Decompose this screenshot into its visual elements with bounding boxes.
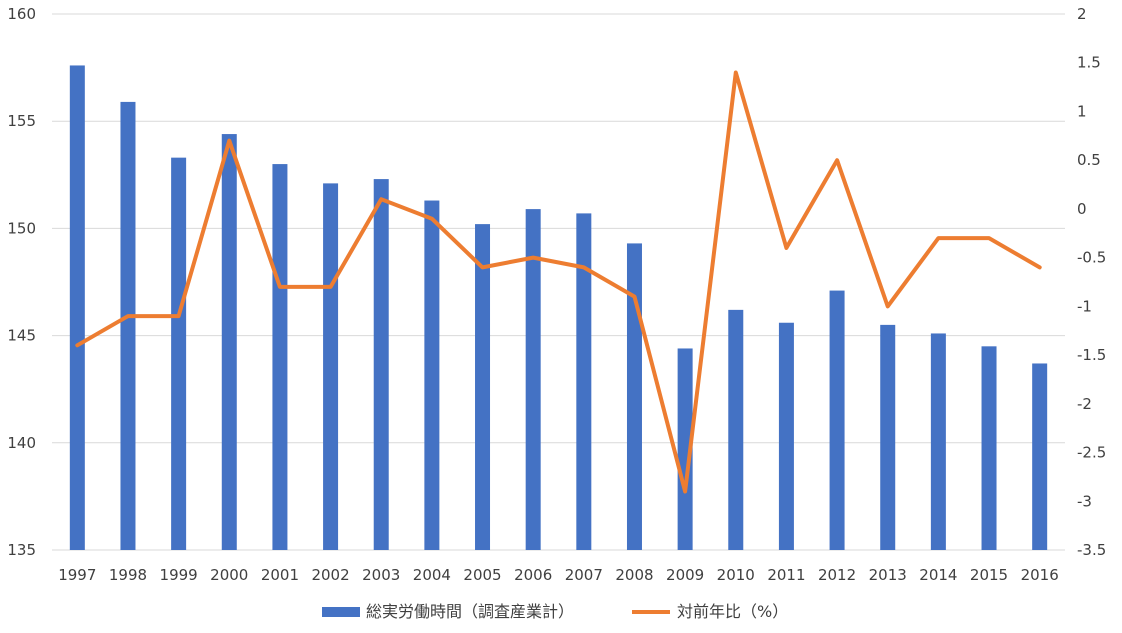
legend: 総実労働時間（調査産業計） 対前年比（%）: [322, 602, 788, 621]
right-axis-ticks: -3.5 -3 -2.5 -2 -1.5 -1 -0.5 0 0.5 1 1.5 2: [1077, 5, 1106, 559]
left-tick-label: 150: [7, 219, 36, 237]
legend-bar-swatch: [322, 607, 360, 617]
x-tick-label: 2016: [1021, 566, 1059, 584]
bar: [1032, 363, 1048, 550]
x-tick-label: 2007: [565, 566, 603, 584]
bar: [323, 183, 339, 550]
bar: [626, 243, 642, 550]
line-series: [75, 70, 1042, 494]
x-tick-label: 2004: [413, 566, 451, 584]
bar: [120, 101, 136, 551]
x-tick-label: 2003: [362, 566, 400, 584]
right-tick-label: 0.5: [1077, 151, 1101, 169]
right-tick-label: -3.5: [1077, 541, 1106, 559]
x-tick-label: 2011: [767, 566, 805, 584]
bar: [525, 209, 541, 550]
x-tick-label: 1997: [58, 566, 96, 584]
x-tick-label: 2005: [463, 566, 501, 584]
legend-line-label: 対前年比（%）: [677, 602, 788, 621]
right-tick-label: 2: [1077, 5, 1087, 23]
bar: [373, 179, 389, 550]
x-tick-label: 2008: [615, 566, 653, 584]
bar: [930, 333, 946, 550]
right-tick-label: -1.5: [1077, 346, 1106, 364]
bar: [880, 324, 896, 550]
x-axis-ticks: 1997 1998 1999 2000 2001 2002 2003 2004 2005 2006…: [58, 566, 1059, 584]
legend-bar-label: 総実労働時間（調査産業計）: [366, 602, 574, 621]
bar: [475, 224, 491, 550]
x-tick-label: 2015: [970, 566, 1008, 584]
bar: [778, 322, 794, 550]
x-tick-label: 2009: [666, 566, 704, 584]
x-tick-label: 2014: [919, 566, 957, 584]
x-tick-label: 2002: [311, 566, 349, 584]
left-tick-label: 135: [7, 541, 36, 559]
left-axis-ticks: 135 140 145 150 155 160: [7, 5, 36, 559]
bar: [171, 157, 187, 550]
right-tick-label: -3: [1077, 492, 1092, 510]
bar: [69, 65, 85, 551]
right-tick-label: -0.5: [1077, 249, 1106, 267]
x-tick-label: 1999: [160, 566, 198, 584]
gridlines: [52, 13, 1065, 551]
right-tick-label: 0: [1077, 200, 1087, 218]
right-tick-label: -2: [1077, 395, 1092, 413]
left-tick-label: 155: [7, 112, 36, 130]
left-tick-label: 140: [7, 434, 36, 452]
bar: [981, 346, 997, 550]
x-tick-label: 2010: [717, 566, 755, 584]
line-path: [75, 70, 1042, 494]
bar: [728, 309, 744, 550]
bar-series: [69, 65, 1048, 551]
right-tick-label: 1.5: [1077, 54, 1101, 72]
x-tick-label: 2013: [869, 566, 907, 584]
x-tick-label: 2000: [210, 566, 248, 584]
bar: [424, 200, 440, 550]
x-tick-label: 2001: [261, 566, 299, 584]
right-tick-label: 1: [1077, 102, 1087, 120]
x-tick-label: 2012: [818, 566, 856, 584]
x-tick-label: 2006: [514, 566, 552, 584]
x-tick-label: 1998: [109, 566, 147, 584]
left-tick-label: 145: [7, 327, 36, 345]
bar: [576, 213, 592, 550]
bar: [677, 348, 693, 550]
right-tick-label: -1: [1077, 297, 1092, 315]
bar: [221, 134, 237, 550]
left-tick-label: 160: [7, 5, 36, 23]
bar: [272, 164, 288, 550]
right-tick-label: -2.5: [1077, 444, 1106, 462]
bar: [829, 290, 845, 550]
